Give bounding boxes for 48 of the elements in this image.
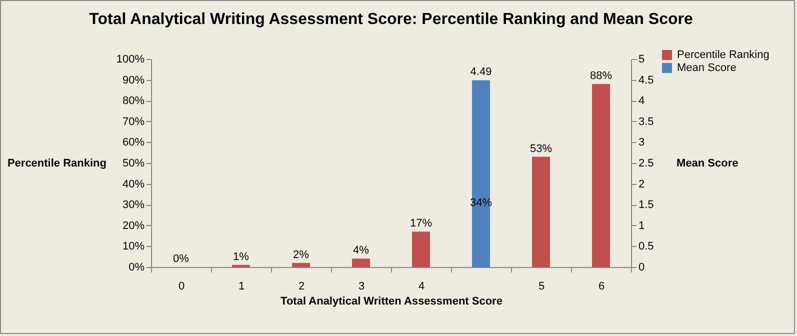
x-axis-title: Total Analytical Written Assessment Score	[280, 296, 502, 308]
y-tick-label: 100%	[116, 54, 145, 66]
y2-tick-label: 3	[638, 136, 645, 149]
y2-tick-label: 1.5	[638, 199, 654, 212]
y2-tick-label: 0	[638, 262, 645, 274]
y2-tick-label: 0.5	[638, 240, 654, 253]
data-label: 4%	[353, 244, 370, 257]
bar	[532, 156, 550, 267]
y2-tick-label: 3.5	[638, 116, 654, 128]
legend-label: Mean Score	[677, 62, 736, 74]
y2-tick-label: 2	[638, 178, 645, 190]
x-tick-label: 6	[598, 280, 605, 292]
y2-tick-label: 5	[638, 54, 645, 66]
data-label: 1%	[233, 250, 250, 263]
y-tick-label: 40%	[122, 178, 145, 190]
y-tick-label: 70%	[122, 116, 145, 128]
y-tick-label: 30%	[122, 199, 145, 212]
bar	[412, 232, 430, 267]
bar	[292, 262, 310, 267]
y-tick-label: 0%	[128, 262, 145, 274]
y2-tick-label: 4.5	[638, 74, 654, 86]
y-tick-label: 10%	[122, 240, 145, 253]
y2-tick-label: 1	[638, 220, 645, 232]
y-tick-label: 80%	[122, 95, 145, 108]
y-axis-title: Percentile Ranking	[7, 158, 106, 170]
y-tick-label: 60%	[122, 136, 145, 149]
y2-tick-label: 2.5	[638, 158, 654, 170]
data-label: 2%	[293, 248, 310, 261]
bar	[352, 258, 370, 267]
y2-axis-title: Mean Score	[676, 158, 738, 170]
x-tick-label: 3	[358, 280, 365, 292]
y2-tick-label: 4	[638, 95, 645, 108]
data-label: 0%	[173, 253, 190, 265]
data-label: 53%	[530, 142, 552, 155]
data-label: 88%	[590, 70, 612, 82]
bar	[592, 84, 610, 267]
y-tick-label: 50%	[122, 158, 145, 170]
x-tick-label: 2	[298, 280, 305, 292]
x-tick-label: 4	[418, 280, 425, 292]
x-tick-label: 1	[238, 280, 245, 292]
data-label: 4.49	[470, 66, 492, 78]
x-tick-label: 0	[178, 280, 185, 292]
data-label: 17%	[410, 218, 432, 230]
legend-label: Percentile Ranking	[677, 49, 770, 61]
y-tick-label: 20%	[122, 220, 145, 232]
chart-title: Total Analytical Writing Assessment Score: Percentile Ranking and Mean Score	[89, 11, 693, 28]
y-tick-label: 90%	[122, 74, 145, 86]
x-tick-label: 5	[538, 280, 545, 292]
